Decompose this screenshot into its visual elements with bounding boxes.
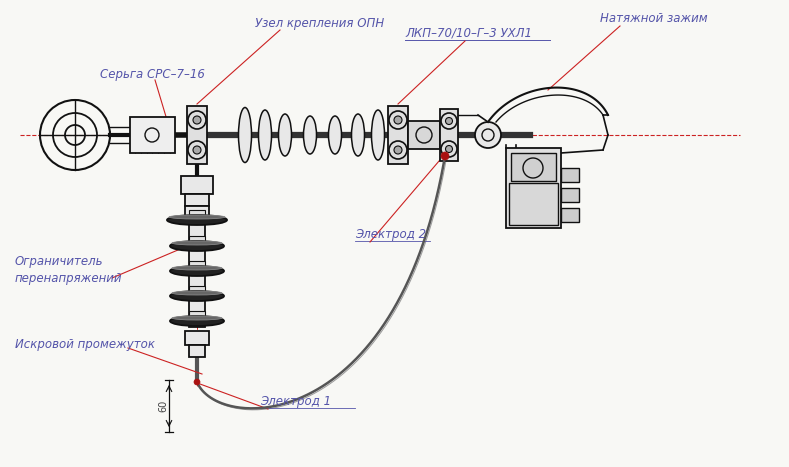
- Ellipse shape: [172, 316, 222, 320]
- Circle shape: [394, 116, 402, 124]
- Text: Ограничитель
перенапряжений: Ограничитель перенапряжений: [15, 255, 122, 285]
- Bar: [506, 148, 561, 228]
- Ellipse shape: [352, 114, 365, 156]
- Text: Серьга СРС–7–16: Серьга СРС–7–16: [100, 68, 205, 81]
- Bar: [561, 188, 579, 202]
- Ellipse shape: [238, 107, 252, 163]
- Text: Натяжной зажим: Натяжной зажим: [600, 12, 708, 25]
- Ellipse shape: [279, 114, 291, 156]
- Ellipse shape: [170, 291, 224, 301]
- Ellipse shape: [170, 241, 224, 251]
- Bar: [189, 216, 205, 327]
- Text: Искровой промежуток: Искровой промежуток: [15, 338, 155, 351]
- Circle shape: [446, 118, 453, 125]
- Bar: [185, 194, 209, 206]
- Bar: [181, 176, 213, 194]
- Circle shape: [446, 146, 453, 153]
- Text: 60: 60: [158, 400, 168, 412]
- Text: Электрод 2: Электрод 2: [355, 228, 426, 241]
- Bar: [388, 106, 408, 164]
- Ellipse shape: [169, 215, 225, 219]
- Bar: [408, 121, 440, 149]
- Bar: [440, 109, 458, 161]
- Ellipse shape: [172, 241, 222, 245]
- Circle shape: [193, 146, 201, 154]
- Text: ЛКП–70/10–Г–3 УХЛ1: ЛКП–70/10–Г–3 УХЛ1: [405, 27, 532, 40]
- Ellipse shape: [372, 110, 384, 160]
- Circle shape: [194, 379, 200, 385]
- Bar: [189, 210, 205, 220]
- Bar: [509, 183, 558, 225]
- Circle shape: [441, 152, 449, 160]
- Bar: [189, 261, 205, 271]
- Ellipse shape: [259, 110, 271, 160]
- Bar: [189, 345, 205, 357]
- Ellipse shape: [170, 316, 224, 326]
- Bar: [187, 106, 207, 164]
- Bar: [561, 208, 579, 222]
- Ellipse shape: [170, 266, 224, 276]
- Ellipse shape: [304, 116, 316, 154]
- Bar: [511, 153, 556, 181]
- Circle shape: [475, 122, 501, 148]
- Bar: [189, 236, 205, 246]
- Bar: [130, 117, 175, 153]
- Text: Электрод 1: Электрод 1: [260, 395, 331, 408]
- Bar: [185, 206, 209, 216]
- Circle shape: [394, 146, 402, 154]
- Bar: [561, 168, 579, 182]
- Ellipse shape: [172, 291, 222, 295]
- Text: Узел крепления ОПН: Узел крепления ОПН: [255, 17, 384, 30]
- Ellipse shape: [167, 215, 227, 225]
- Bar: [189, 311, 205, 321]
- Circle shape: [193, 116, 201, 124]
- Bar: [185, 331, 209, 345]
- Ellipse shape: [328, 116, 342, 154]
- Bar: [189, 286, 205, 296]
- Ellipse shape: [172, 266, 222, 270]
